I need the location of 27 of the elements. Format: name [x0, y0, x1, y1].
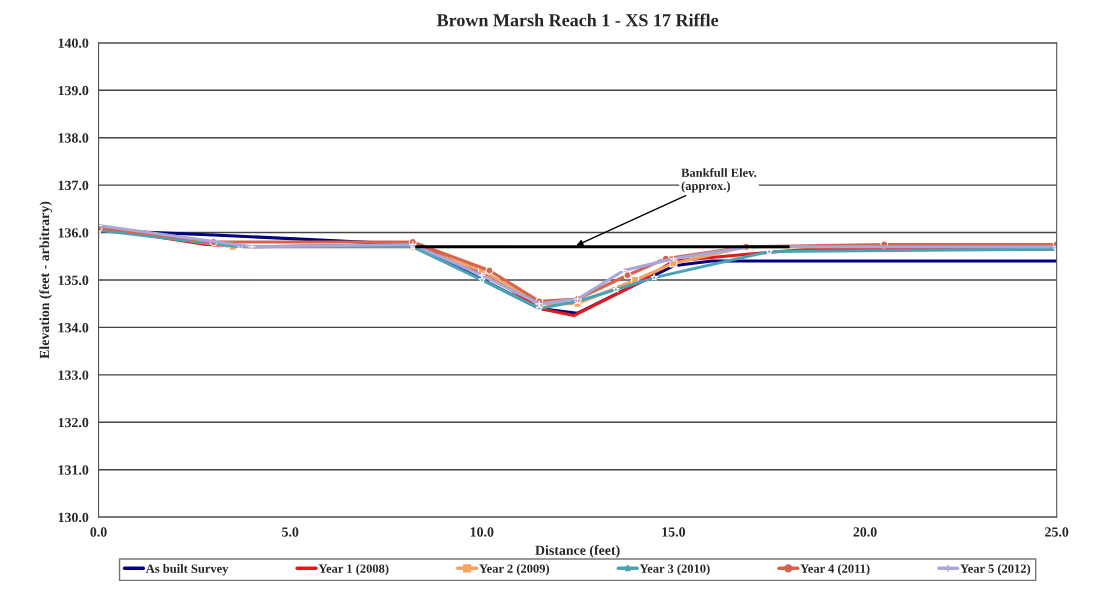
- y-tick-label: 139.0: [58, 85, 89, 96]
- x-tick-label: 10.0: [470, 527, 494, 537]
- y-tick-label: 130.0: [58, 512, 89, 523]
- y-tick-label: 132.0: [58, 417, 89, 428]
- legend-label: Year 1 (2008): [318, 564, 389, 576]
- x-tick-label: 5.0: [282, 527, 299, 537]
- annotation: Bankfull Elev. (approx.): [681, 168, 757, 193]
- y-tick-label: 137.0: [58, 180, 89, 191]
- legend-label: Year 5 (2012): [960, 564, 1031, 576]
- x-tick-label: 0.0: [90, 527, 107, 537]
- legend-label: Year 4 (2011): [800, 564, 870, 576]
- x-axis-title: Distance (feet): [535, 545, 620, 558]
- y-axis-title: Elevation (feet - arbitrary): [39, 201, 53, 359]
- y-tick-label: 134.0: [58, 323, 89, 333]
- y-tick-label: 138.0: [58, 133, 89, 143]
- x-tick-label: 25.0: [1045, 527, 1069, 537]
- x-tick-label: 20.0: [853, 527, 877, 537]
- y-tick-label: 140.0: [58, 38, 89, 48]
- y-tick-label: 136.0: [58, 228, 89, 238]
- legend-label: Year 3 (2010): [639, 564, 710, 576]
- legend-label: Year 2 (2009): [479, 564, 550, 576]
- chart-title: Brown Marsh Reach 1 - XS 17 Riffle: [436, 13, 719, 27]
- y-tick-label: 133.0: [58, 370, 89, 380]
- x-tick-label: 15.0: [662, 527, 686, 537]
- legend-label: As built Survey: [145, 564, 229, 576]
- y-tick-label: 131.0: [58, 465, 89, 475]
- y-tick-label: 135.0: [58, 275, 89, 286]
